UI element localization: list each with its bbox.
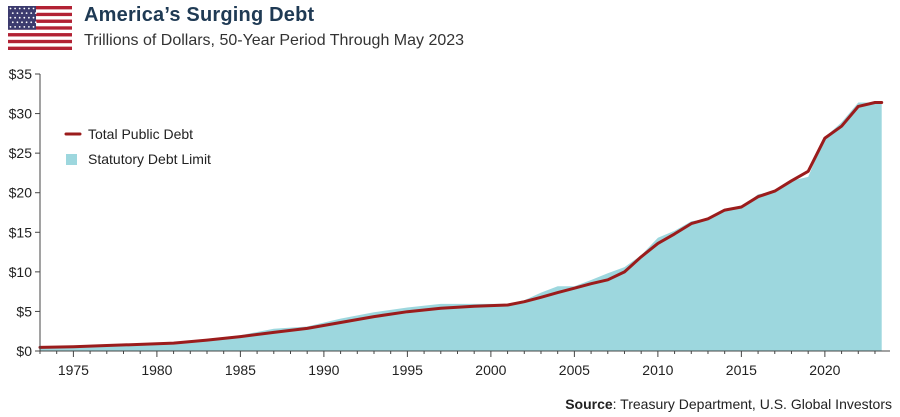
us-flag-icon (8, 6, 72, 50)
statutory-limit-area-layer (40, 102, 882, 351)
axes: $0 $5 $10 $15 $20 $25 $30 $35 1975 1980 1985 1990 19… (9, 66, 890, 378)
legend-label-public-debt: Total Public Debt (88, 126, 193, 142)
x-tick-label: 2015 (726, 362, 757, 378)
legend-label-debt-limit: Statutory Debt Limit (88, 151, 211, 167)
x-tick-label: 1990 (308, 362, 339, 378)
x-tick-label: 1980 (141, 362, 172, 378)
y-tick-label: $10 (9, 264, 33, 280)
y-tick-label: $30 (9, 106, 33, 122)
public-debt-line (38, 101, 884, 349)
x-tick-label: 2005 (559, 362, 590, 378)
y-tick-label: $35 (9, 66, 33, 82)
y-tick-label: $25 (9, 145, 33, 161)
x-tick-label: 1985 (225, 362, 256, 378)
x-tick-label: 2000 (475, 362, 506, 378)
public-debt-line-layer (38, 101, 884, 349)
y-tick-label: $15 (9, 224, 33, 240)
statutory-limit-area (40, 102, 882, 351)
source-label: Source (565, 396, 613, 412)
legend: Total Public Debt Statutory Debt Limit (64, 126, 211, 167)
y-tick-label: $20 (9, 185, 33, 201)
x-tick-label: 1995 (392, 362, 423, 378)
source-note: Source: Treasury Department, U.S. Global… (565, 396, 892, 412)
x-tick-label: 2020 (809, 362, 840, 378)
legend-swatch-debt-limit (66, 154, 77, 165)
x-tick-label: 2010 (642, 362, 673, 378)
y-tick-label: $0 (16, 343, 32, 359)
chart-title: America’s Surging Debt (84, 4, 315, 26)
chart-subtitle: Trillions of Dollars, 50-Year Period Thr… (84, 32, 465, 49)
x-tick-label: 1975 (58, 362, 89, 378)
y-tick-label: $5 (16, 303, 32, 319)
source-text: : Treasury Department, U.S. Global Inves… (612, 396, 892, 412)
